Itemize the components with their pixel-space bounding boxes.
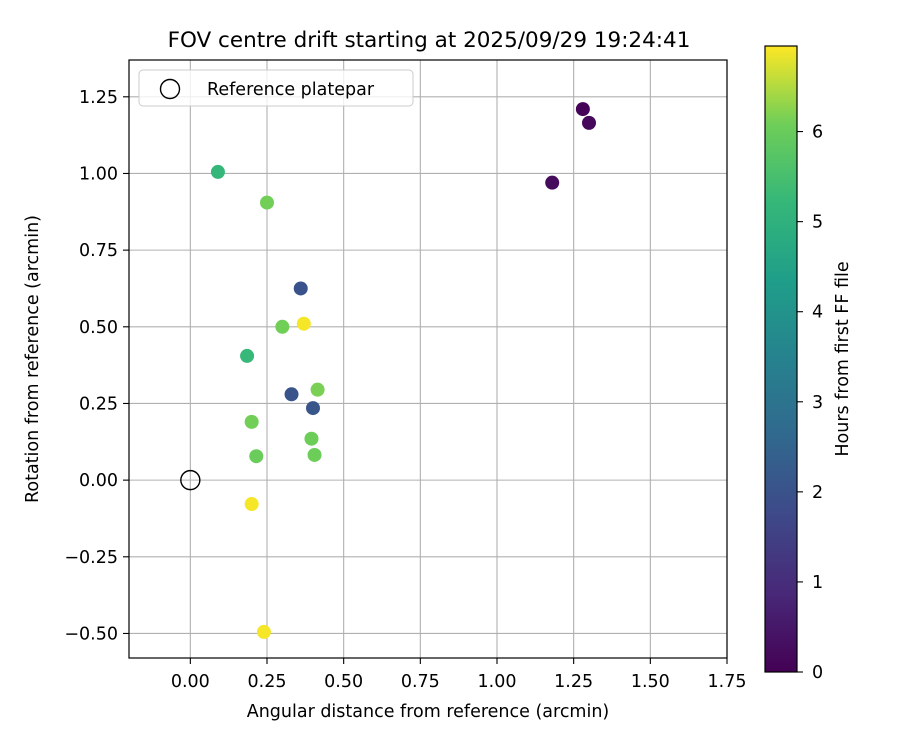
chart-title: FOV centre drift starting at 2025/09/29 …: [168, 28, 691, 53]
data-point: [256, 624, 271, 639]
x-tick-label: 0.25: [248, 672, 287, 692]
reference-marker: [180, 469, 201, 491]
colorbar: [764, 45, 798, 673]
plot-frame: [128, 59, 728, 659]
legend: Reference platepar: [138, 69, 414, 107]
x-tick-label: 1.75: [708, 672, 747, 692]
colorbar-tick-label: 4: [812, 303, 823, 323]
y-tick-label: −0.25: [64, 548, 118, 568]
data-point: [293, 281, 308, 296]
data-point: [304, 431, 319, 446]
data-point: [260, 195, 274, 210]
data-point: [310, 382, 325, 397]
x-tick-label: 1.50: [631, 672, 670, 692]
x-tick-label: 1.00: [478, 672, 517, 692]
x-tick-label: 0.00: [171, 672, 210, 692]
x-axis-label: Angular distance from reference (arcmin): [247, 702, 610, 722]
y-tick-label: 0.75: [79, 241, 118, 261]
x-tick-label: 0.50: [324, 672, 363, 692]
data-point: [307, 447, 322, 462]
x-tick-label: 1.25: [554, 672, 593, 692]
colorbar-tick-label: 3: [812, 393, 823, 413]
y-tick-label: 0.00: [79, 471, 118, 491]
colorbar-ticks: 0 1 2 3 4 5 6: [797, 123, 823, 683]
y-axis-label: Rotation from reference (arcmin): [23, 215, 43, 503]
grid: [129, 60, 728, 658]
data-point: [296, 316, 311, 331]
y-tick-label: −0.50: [64, 624, 118, 644]
colorbar-label: Hours from first FF file: [833, 261, 853, 456]
y-tick-label: 0.50: [79, 318, 118, 338]
data-point: [244, 414, 259, 429]
data-point: [306, 401, 320, 416]
data-point: [575, 102, 590, 117]
colorbar-tick-label: 6: [812, 123, 823, 143]
data-point: [210, 164, 225, 179]
scatter-points: [210, 102, 596, 639]
colorbar-tick-label: 0: [812, 663, 823, 683]
legend-reference-marker: [159, 78, 181, 100]
data-point: [244, 497, 259, 512]
colorbar-tick-label: 5: [812, 213, 823, 233]
colorbar-tick-label: 1: [812, 573, 823, 593]
legend-box: [138, 69, 414, 107]
x-axis-ticks: 0.00 0.25 0.50 0.75 1.00 1.25 1.50 1.75: [171, 658, 747, 692]
data-point: [275, 319, 290, 334]
data-point: [545, 175, 560, 190]
x-tick-label: 0.75: [401, 672, 440, 692]
colorbar-tick-label: 2: [812, 483, 823, 503]
y-tick-label: 1.00: [79, 164, 118, 184]
data-point: [284, 387, 299, 402]
data-point: [240, 348, 255, 363]
data-point: [249, 449, 264, 464]
data-point: [582, 115, 596, 130]
y-axis-ticks: −0.50 −0.25 0.00 0.25 0.50 0.75 1.00 1.25: [64, 88, 129, 644]
y-tick-label: 0.25: [79, 394, 118, 414]
y-tick-label: 1.25: [79, 88, 118, 108]
legend-entry-label: Reference platepar: [207, 80, 375, 100]
